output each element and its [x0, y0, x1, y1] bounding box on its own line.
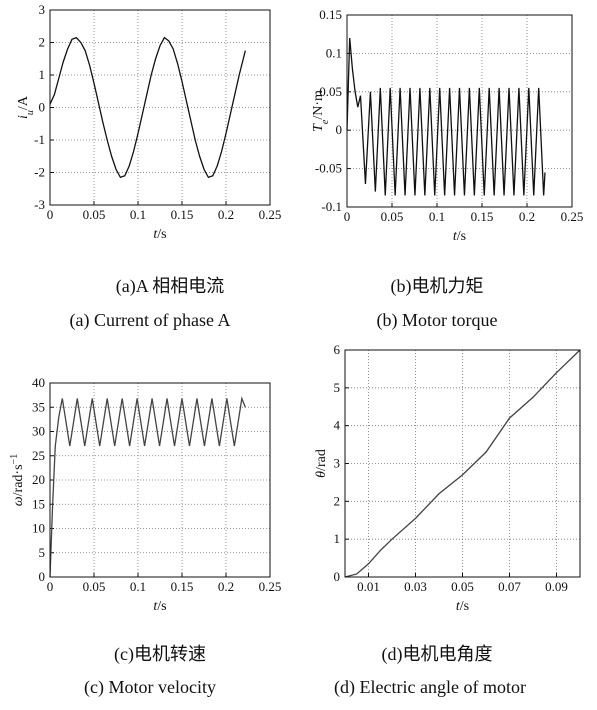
x-tick-label: 0: [344, 209, 351, 224]
y-tick-label: 30: [32, 424, 45, 439]
y-axis-title-part: −1: [9, 454, 20, 465]
x-tick-label: 0.03: [404, 579, 427, 594]
x-tick-label: 0: [47, 579, 54, 594]
y-tick-label: 5: [39, 545, 46, 560]
x-axis-title: t/s: [153, 227, 166, 242]
y-axis-title-part: θ: [314, 471, 329, 478]
x-tick-label: 0.2: [218, 207, 234, 222]
y-tick-label: 15: [32, 496, 45, 511]
y-tick-label: 3: [334, 456, 341, 471]
y-axis-title-part: /rad·s: [11, 464, 26, 496]
y-tick-label: 0: [39, 100, 46, 115]
y-axis-title-part: ω: [11, 496, 26, 506]
y-tick-label: -3: [34, 197, 45, 212]
x-tick-label: 0.1: [130, 579, 146, 594]
x-axis-title: t/s: [453, 229, 466, 244]
plot-frame: [346, 14, 573, 208]
x-axis-title-part: /s: [157, 599, 166, 614]
data-line: [49, 36, 246, 179]
y-axis-title-part: T: [311, 123, 326, 132]
y-tick-label: 10: [32, 521, 45, 536]
x-axis-title: t/s: [153, 599, 166, 614]
y-tick-label: 0.15: [319, 7, 342, 22]
x-tick-label: 0.15: [171, 579, 194, 594]
x-axis-title-part: /s: [460, 599, 469, 614]
y-tick-label: 2: [334, 493, 341, 508]
caption: (b)电机力矩: [391, 276, 484, 297]
x-tick-label: 0: [47, 207, 54, 222]
y-tick-label: 0.05: [319, 84, 342, 99]
plot-frame: [344, 349, 581, 578]
x-tick-label: 0.1: [130, 207, 146, 222]
x-axis-title: t/s: [456, 599, 469, 614]
data-line: [49, 396, 246, 578]
caption: (c)电机转速: [114, 644, 206, 665]
y-tick-label: 0.1: [326, 45, 342, 60]
x-tick-label: 0.15: [171, 207, 194, 222]
y-axis-title-part: /N·m: [311, 90, 326, 120]
y-tick-label: 1: [334, 531, 341, 546]
x-tick-label: 0.05: [83, 207, 106, 222]
y-axis-title: ω/rad·s−1: [9, 454, 27, 506]
caption-english: (c) Motor velocity: [84, 677, 216, 698]
y-tick-label: 1: [39, 67, 46, 82]
y-tick-label: 0: [334, 569, 341, 584]
y-axis-title-part: i: [16, 115, 31, 119]
x-axis-title-part: t: [153, 227, 158, 242]
x-tick-label: 0.05: [83, 579, 106, 594]
y-tick-label: 35: [32, 399, 45, 414]
y-tick-label: 0: [39, 569, 46, 584]
x-axis-title-part: t: [453, 229, 458, 244]
y-tick-label: -0.05: [315, 161, 342, 176]
caption-english: (b) Motor torque: [377, 310, 498, 331]
y-tick-label: 40: [32, 375, 45, 390]
x-axis-title-part: /s: [457, 229, 466, 244]
x-tick-label: 0.2: [218, 579, 234, 594]
x-tick-label: 0.15: [471, 209, 494, 224]
y-tick-label: 5: [334, 380, 341, 395]
y-tick-label: 4: [334, 418, 341, 433]
y-axis-title-part: /rad: [314, 449, 329, 471]
data-line: [346, 37, 546, 196]
caption: (a)A 相相电流: [116, 276, 224, 297]
y-tick-label: 6: [334, 342, 341, 357]
x-tick-label: 0.09: [545, 579, 568, 594]
y-tick-label: 20: [32, 472, 45, 487]
x-tick-label: 0.25: [561, 209, 584, 224]
plot-frame: [49, 382, 271, 578]
y-tick-label: 3: [39, 2, 46, 17]
y-tick-label: -2: [34, 165, 45, 180]
y-axis-title: Te/N·m: [311, 90, 331, 132]
x-tick-label: 0.01: [357, 579, 380, 594]
caption: (d)电机电角度: [382, 644, 493, 665]
y-axis-title: iu/A: [16, 95, 36, 119]
y-axis-title: θ/rad: [314, 449, 329, 478]
plot-frame: [49, 9, 271, 206]
data-line: [344, 349, 581, 578]
y-tick-label: -1: [34, 132, 45, 147]
y-axis-title-part: e: [320, 119, 331, 124]
x-axis-title-part: /s: [157, 227, 166, 242]
x-tick-label: 0.1: [429, 209, 445, 224]
y-tick-label: -0.1: [321, 199, 342, 214]
y-tick-label: 25: [32, 448, 45, 463]
y-axis-title-part: /A: [16, 95, 31, 110]
x-tick-label: 0.05: [381, 209, 404, 224]
caption-english: (a) Current of phase A: [70, 310, 231, 331]
x-tick-label: 0.25: [259, 579, 282, 594]
x-axis-title-part: t: [456, 599, 461, 614]
y-axis-title-part: u: [25, 110, 36, 115]
x-tick-label: 0.2: [519, 209, 535, 224]
x-tick-label: 0.07: [498, 579, 521, 594]
x-tick-label: 0.05: [451, 579, 474, 594]
x-axis-title-part: t: [153, 599, 158, 614]
x-tick-label: 0.25: [259, 207, 282, 222]
caption-english: (d) Electric angle of motor: [334, 677, 526, 698]
y-tick-label: 0: [336, 122, 343, 137]
y-tick-label: 2: [39, 35, 46, 50]
